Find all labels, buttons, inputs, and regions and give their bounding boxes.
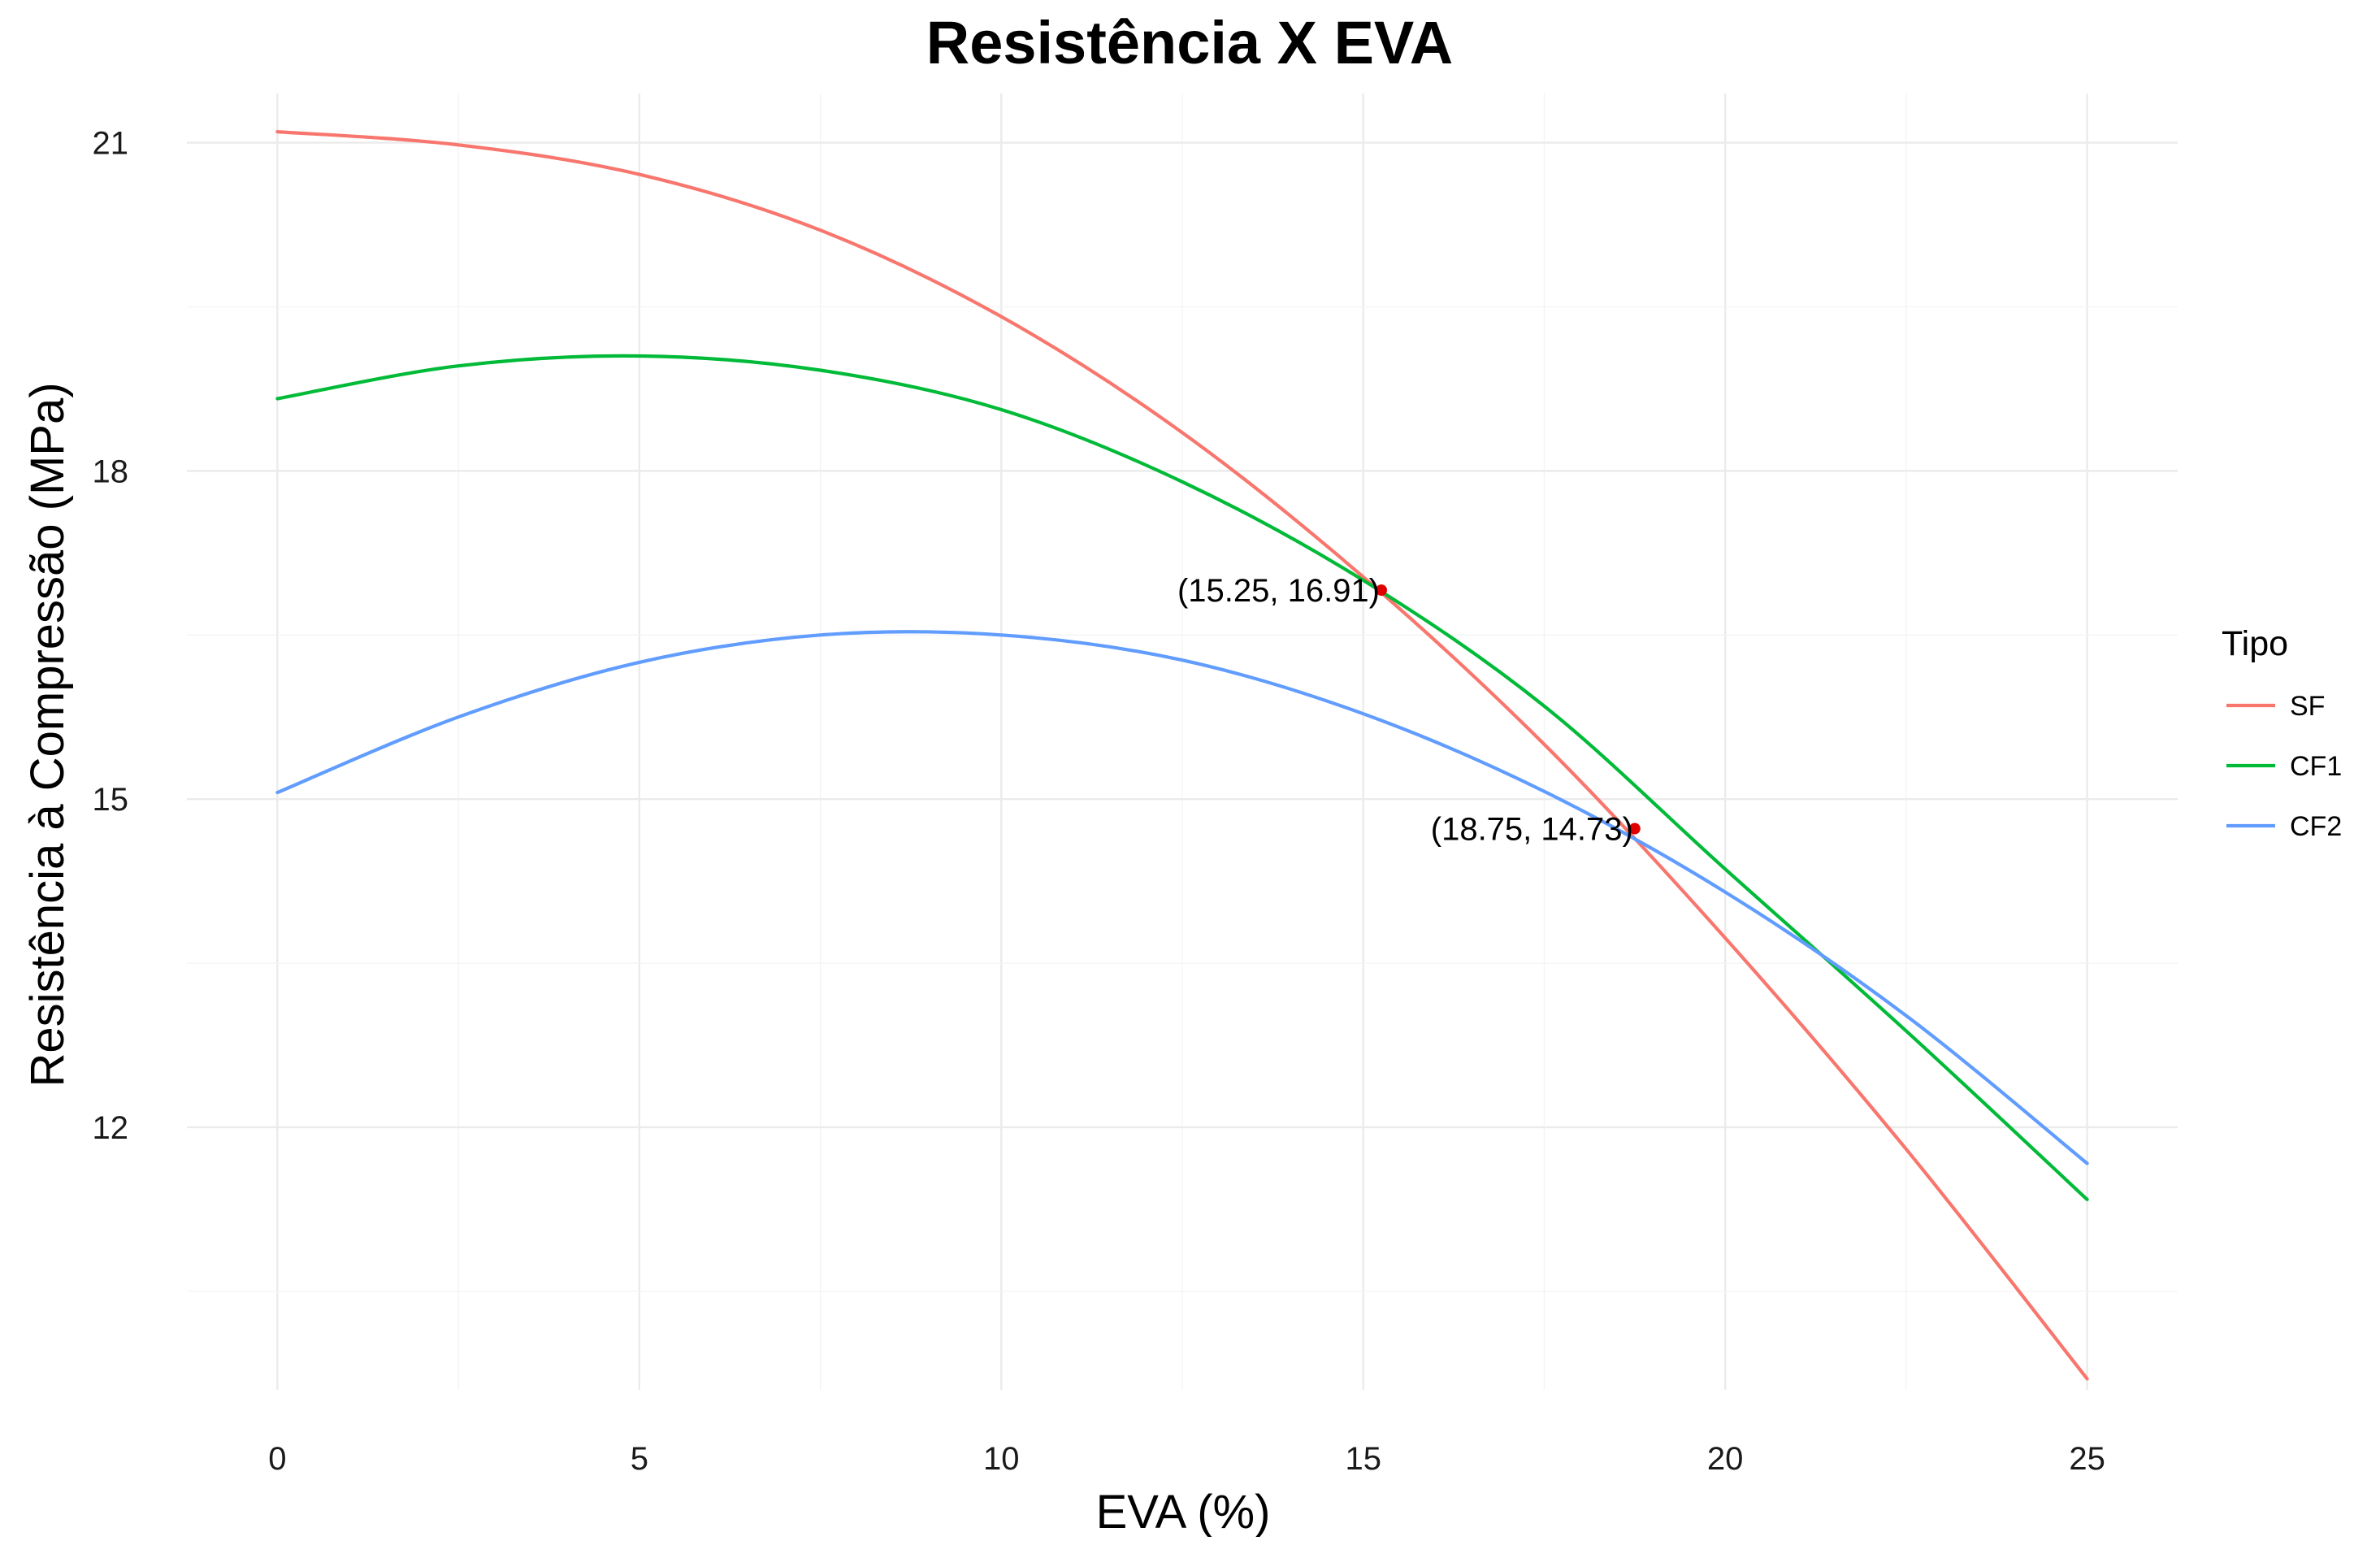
intersection-label: (15.25, 16.91) xyxy=(1177,573,1380,609)
y-tick-label: 18 xyxy=(93,454,129,489)
legend: Tipo SF CF1 CF2 xyxy=(2222,624,2342,842)
legend-label-sf: SF xyxy=(2290,691,2325,722)
intersection-label: (18.75, 14.73) xyxy=(1431,812,1633,848)
x-tick-label: 10 xyxy=(983,1441,1020,1477)
intersection-point xyxy=(1628,823,1641,835)
series-line-cf1 xyxy=(275,354,2089,1201)
series-layer xyxy=(275,130,2089,1381)
series-line-cf2 xyxy=(275,630,2089,1166)
chart-title: Resistência X EVA xyxy=(926,9,1453,76)
y-tick-label: 12 xyxy=(93,1110,129,1146)
y-axis-label: Resistência à Compressão (MPa) xyxy=(21,382,74,1087)
y-axis-ticks: 12 15 18 21 xyxy=(93,126,129,1146)
x-axis-ticks: 0 5 10 15 20 25 xyxy=(268,1441,2105,1477)
x-axis-label: EVA (%) xyxy=(1096,1486,1271,1537)
y-tick-label: 21 xyxy=(93,126,129,162)
legend-label-cf2: CF2 xyxy=(2290,811,2342,842)
x-tick-label: 25 xyxy=(2069,1441,2105,1477)
annotation-points: (15.25, 16.91) (18.75, 14.73) xyxy=(1177,573,1641,848)
x-tick-label: 20 xyxy=(1707,1441,1744,1477)
legend-label-cf1: CF1 xyxy=(2290,751,2342,782)
x-tick-label: 5 xyxy=(631,1441,648,1477)
y-tick-label: 15 xyxy=(93,782,129,818)
legend-items: SF CF1 CF2 xyxy=(2226,691,2342,842)
x-tick-label: 15 xyxy=(1345,1441,1381,1477)
intersection-point xyxy=(1376,584,1387,597)
legend-title: Tipo xyxy=(2222,624,2288,663)
x-tick-label: 0 xyxy=(268,1441,286,1477)
grid-layer xyxy=(187,93,2178,1390)
series-line-sf xyxy=(275,130,2089,1381)
